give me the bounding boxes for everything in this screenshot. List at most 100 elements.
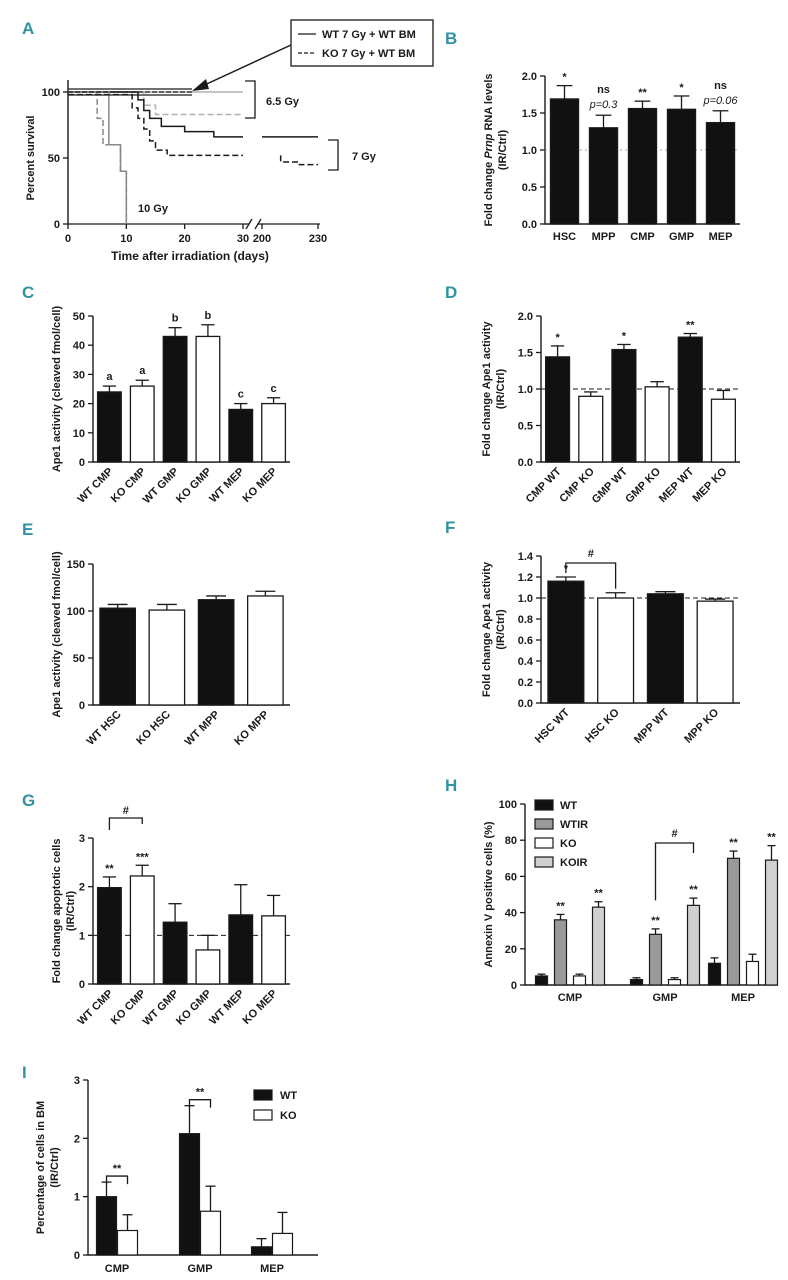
bar-C-1 xyxy=(129,385,155,463)
y-tick-label-C: 10 xyxy=(73,428,85,440)
y-tick-label-G: 2 xyxy=(79,882,85,894)
y-tick-label-F: 1.0 xyxy=(518,593,533,605)
category-label-E-0: WT HSC xyxy=(85,709,124,748)
category-label-C-5: KO MEP xyxy=(241,466,280,505)
bar-B-3 xyxy=(666,108,697,225)
category-label-G-2: WT GMP xyxy=(141,988,181,1028)
bar-C-0 xyxy=(96,391,122,463)
bar-F-0 xyxy=(547,580,585,704)
y-tick-label-B: 2.0 xyxy=(522,71,537,83)
legend-swatch-H-KO xyxy=(534,837,554,849)
category-label-I-1: GMP xyxy=(187,1263,212,1275)
group-letter-C-5: c xyxy=(271,383,277,395)
significance-I-0: ** xyxy=(113,1163,122,1175)
axes-G xyxy=(92,838,290,985)
group-letter-C-1: a xyxy=(139,365,146,377)
bar-H-WT-CMP xyxy=(534,975,549,986)
category-label-H-1: GMP xyxy=(652,992,677,1004)
panel-label-C: C xyxy=(22,283,34,302)
category-label-D-4: MEP WT xyxy=(657,465,697,505)
significance-B-4: ns xyxy=(714,80,727,92)
category-label-F-1: HSC KO xyxy=(583,706,622,745)
legend-swatch-I-KO xyxy=(253,1109,273,1121)
bar-F-2 xyxy=(646,593,684,704)
category-label-I-0: CMP xyxy=(105,1263,129,1275)
y-tick-label-A: 0 xyxy=(54,219,60,231)
y-tick-label-H: 100 xyxy=(499,799,517,811)
significance-D-0: * xyxy=(555,332,560,344)
survival-curve-5 xyxy=(68,91,128,224)
group-letter-C-0: a xyxy=(106,371,113,383)
bar-C-2 xyxy=(162,335,188,463)
y-tick-label-B: 0.0 xyxy=(522,219,537,231)
bar-E-1 xyxy=(148,609,186,706)
category-label-G-0: WT CMP xyxy=(76,988,116,1028)
legend-label-H-KOIR: KOIR xyxy=(560,857,588,869)
comparison-bracket-H xyxy=(654,842,695,901)
category-label-H-0: CMP xyxy=(558,992,582,1004)
y-tick-label-G: 0 xyxy=(79,979,85,991)
comparison-bracket-G xyxy=(108,817,143,830)
significance-G-0: ** xyxy=(105,863,114,875)
panel-E: E 0 50 100 150 WT HSC KO HSC WT MPP KO MPP Ape1 a… xyxy=(22,520,290,748)
x-axis-label-A: Time after irradiation (days) xyxy=(111,249,269,263)
y-tick-label-I: 1 xyxy=(74,1192,80,1204)
y-axis-label-E: Ape1 activity (cleaved fmol/cell) xyxy=(51,551,63,718)
y-tick-label-A: 100 xyxy=(42,87,60,99)
bar-B-4 xyxy=(705,121,736,225)
y-tick-label-H: 20 xyxy=(505,944,517,956)
category-label-D-3: GMP KO xyxy=(623,465,663,505)
y-tick-label-F: 0.4 xyxy=(518,656,534,668)
dose-label-10gy: 10 Gy xyxy=(138,203,169,215)
y-tick-label-I: 3 xyxy=(74,1075,80,1087)
legend-A xyxy=(290,19,434,67)
category-label-D-5: MEP KO xyxy=(691,465,730,504)
bar-E-2 xyxy=(197,599,235,706)
significance-G-1: *** xyxy=(136,851,150,863)
category-label-G-4: WT MEP xyxy=(207,988,247,1028)
y-tick-label-I: 0 xyxy=(74,1250,80,1262)
bar-I-KO-MEP xyxy=(271,1232,294,1256)
legend-label-wt: WT 7 Gy + WT BM xyxy=(322,29,416,41)
y-tick-label-D: 1.0 xyxy=(518,384,533,396)
x-tick-label-A: 30 xyxy=(237,233,249,245)
comparison-bracket-I-0 xyxy=(105,1175,129,1185)
y-axis-label2-I: (IR/Ctrl) xyxy=(49,1147,61,1188)
y-axis-label2-F: (IR/Ctrl) xyxy=(495,609,507,650)
panel-label-B: B xyxy=(445,29,457,48)
significance-D-4: ** xyxy=(686,320,695,332)
y-tick-label-F: 0.2 xyxy=(518,677,533,689)
significance-B-3: * xyxy=(679,82,684,94)
significance-D-2: * xyxy=(622,330,627,342)
bar-E-3 xyxy=(246,595,284,706)
panel-I: I 0 1 2 3 Percentage of cells in BM (IR/Ctrl) C… xyxy=(22,1063,318,1275)
y-axis-label-D: Fold change Ape1 activity xyxy=(481,320,493,456)
y-tick-label-D: 0.5 xyxy=(518,421,533,433)
category-label-F-2: MPP WT xyxy=(632,706,672,746)
category-label-F-3: MPP KO xyxy=(682,706,721,745)
bar-H-WTIR-GMP xyxy=(648,933,663,986)
bar-B-0 xyxy=(549,98,580,225)
bar-H-WTIR-MEP xyxy=(726,857,741,986)
bar-D-1 xyxy=(578,395,604,463)
survival-curve-2 xyxy=(68,91,318,138)
legend-swatch-H-WTIR xyxy=(534,818,554,830)
y-tick-label-E: 150 xyxy=(67,559,85,571)
axes-C xyxy=(92,316,290,463)
group-letter-C-2: b xyxy=(172,313,179,325)
significance-H: ** xyxy=(594,888,603,900)
group-letter-C-4: c xyxy=(238,389,244,401)
category-label-B-1: MPP xyxy=(592,231,616,243)
bar-D-4 xyxy=(677,336,703,463)
significance-I-1: ** xyxy=(196,1087,205,1099)
y-axis-label-gene: Prnp xyxy=(483,133,495,158)
bar-G-5 xyxy=(261,915,287,985)
y-tick-label-I: 2 xyxy=(74,1133,80,1145)
axis-break-A xyxy=(245,218,253,230)
category-label-C-3: KO GMP xyxy=(174,466,214,506)
x-tick-label-A: 10 xyxy=(120,233,132,245)
bracket-6-5gy xyxy=(245,80,256,119)
significance-H: ** xyxy=(689,884,698,896)
bar-D-5 xyxy=(710,398,737,463)
